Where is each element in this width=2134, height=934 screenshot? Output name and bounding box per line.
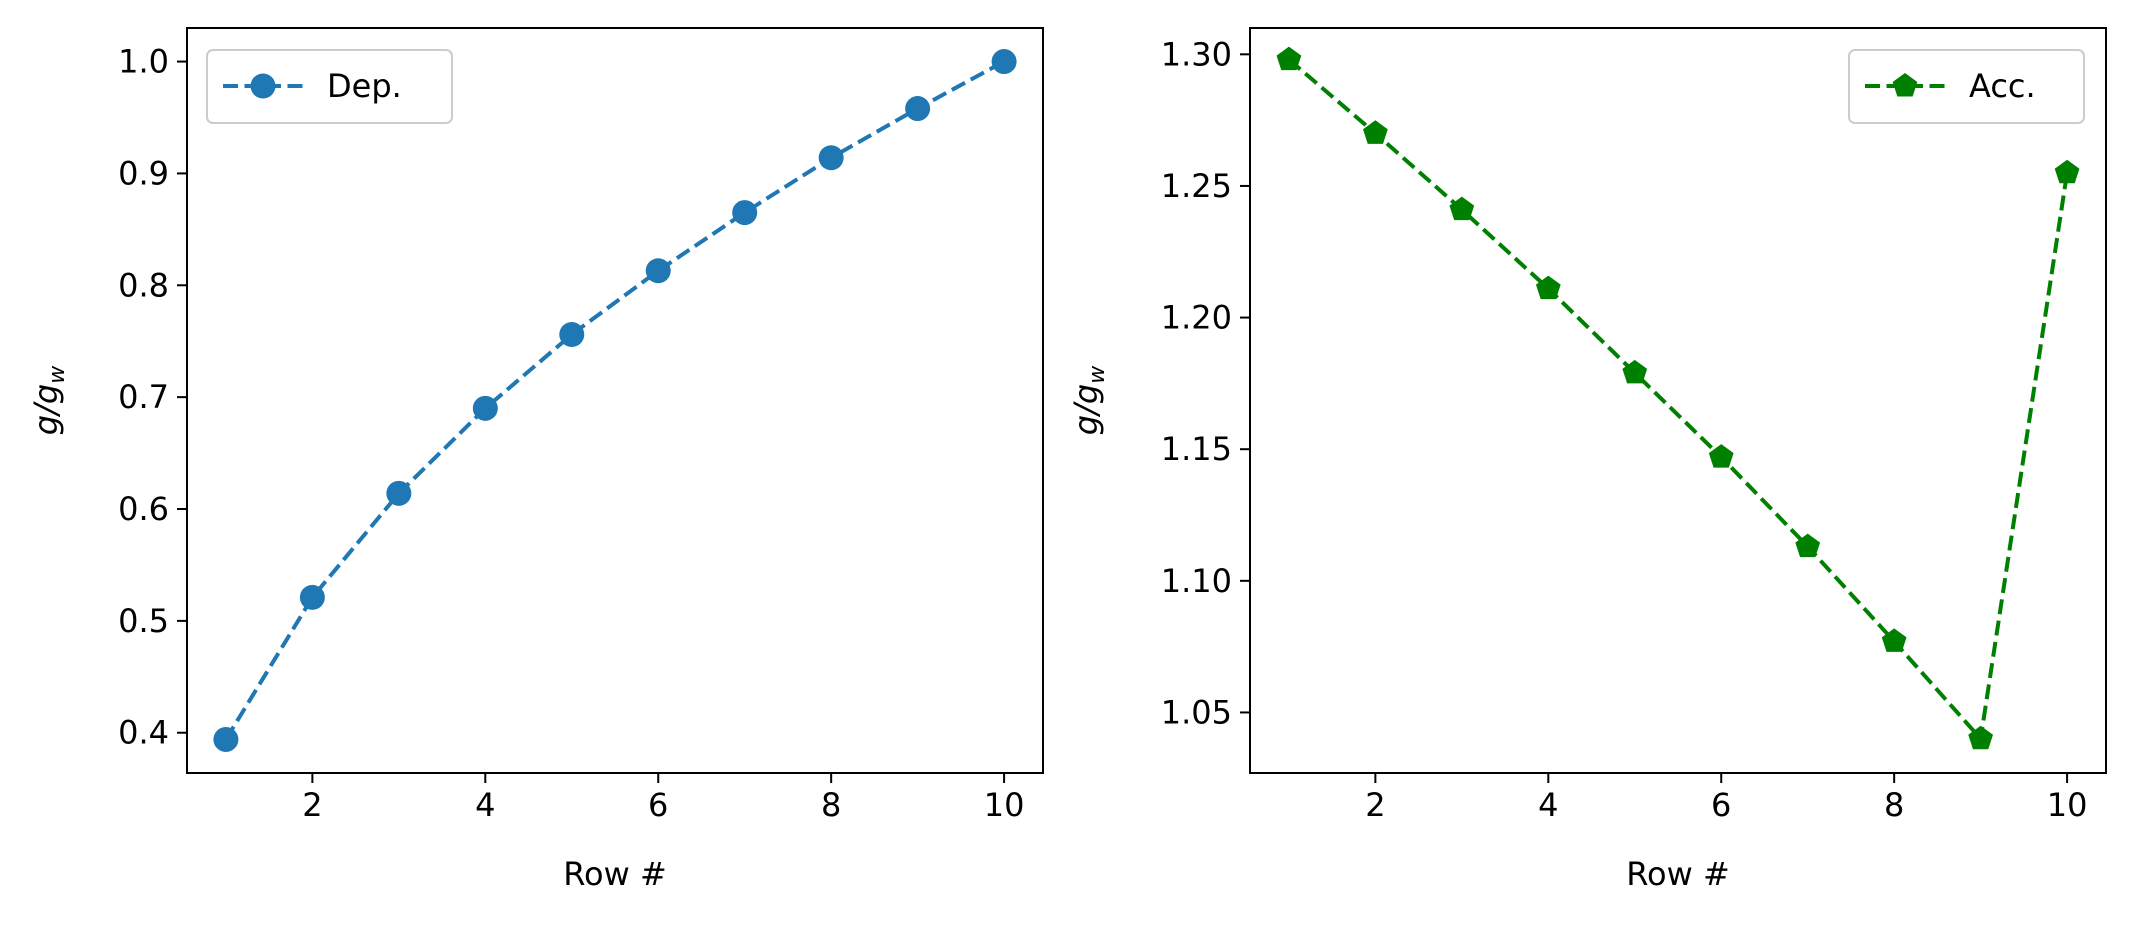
x-tick-label: 2: [302, 786, 322, 824]
x-tick-label: 8: [1884, 786, 1904, 824]
legend-box: [1848, 49, 2085, 124]
data-point: [472, 395, 498, 421]
chart-panel-1: 2 4 6 8 10 0.4 0.5 0.6 0.7 0.8 0.9 1.0 Row # g/gw Dep.: [27, 27, 1044, 893]
y-axis-label-main: g/g: [27, 384, 65, 435]
axes-frame: [186, 27, 1044, 774]
x-axis-label: Row #: [563, 855, 667, 893]
data-point: [732, 200, 758, 226]
data-point: [1968, 725, 1993, 750]
x-tick-label: 8: [821, 786, 841, 824]
x-tick-label: 4: [1538, 786, 1558, 824]
y-tick-label: 0.7: [118, 378, 169, 416]
legend: Acc.: [1848, 49, 2085, 124]
data-point: [299, 584, 325, 610]
data-point: [645, 258, 671, 284]
y-tick-label: 1.0: [118, 43, 169, 81]
chart-panel-2: 2 4 6 8 10 1.05 1.10 1.15 1.20 1.25 1.30 Row # g/gw A…: [1067, 27, 2107, 893]
series-acc: [1276, 46, 2080, 750]
y-tick-label: 0.9: [118, 154, 169, 192]
y-tick-label: 1.20: [1161, 299, 1232, 337]
data-point: [559, 322, 585, 348]
y-axis-label-subscript: w: [45, 365, 70, 384]
data-point: [2054, 159, 2080, 184]
data-point: [386, 480, 412, 506]
x-tick-label: 10: [984, 786, 1025, 824]
legend-box: [206, 49, 453, 124]
x-tick-label: 4: [475, 786, 495, 824]
axes-frame: [1249, 27, 2107, 774]
legend-marker: [1892, 73, 1918, 97]
y-tick-label: 1.25: [1161, 167, 1232, 205]
data-point: [1622, 359, 1648, 384]
y-tick-label: 0.5: [118, 602, 169, 640]
legend: Dep.: [206, 49, 453, 124]
x-axis: 2 4 6 8 10: [302, 773, 1024, 824]
data-point: [1881, 628, 1907, 652]
legend-label: Dep.: [327, 67, 402, 105]
data-point: [1363, 120, 1388, 144]
y-axis-label: g/gw: [1067, 365, 1110, 435]
y-tick-label: 1.30: [1161, 35, 1232, 73]
x-tick-label: 6: [648, 786, 668, 824]
y-tick-label: 1.10: [1161, 562, 1232, 600]
data-point: [1708, 444, 1734, 468]
x-tick-label: 2: [1365, 786, 1385, 824]
y-axis-label-main: g/g: [1067, 384, 1105, 435]
y-tick-label: 1.05: [1161, 693, 1232, 731]
series-dep: [213, 49, 1017, 752]
data-point: [818, 145, 844, 171]
x-tick-label: 10: [2047, 786, 2088, 824]
data-point: [991, 49, 1017, 75]
y-tick-label: 0.4: [118, 714, 169, 752]
x-axis-label: Row #: [1626, 855, 1730, 893]
legend-label: Acc.: [1969, 67, 2036, 105]
data-point: [1795, 533, 1821, 558]
x-tick-label: 6: [1711, 786, 1731, 824]
y-tick-label: 1.15: [1161, 430, 1232, 468]
data-point: [1449, 196, 1475, 221]
data-point: [1276, 46, 1302, 71]
series-line: [224, 59, 1006, 741]
y-axis: 0.4 0.5 0.6 0.7 0.8 0.9 1.0: [118, 43, 187, 752]
data-point: [905, 96, 931, 122]
data-point: [213, 726, 239, 752]
y-tick-label: 0.6: [118, 490, 169, 528]
data-point: [1535, 275, 1561, 300]
series-line: [1287, 58, 2070, 744]
y-tick-label: 0.8: [118, 266, 169, 304]
y-axis-label-subscript: w: [1085, 365, 1110, 384]
legend-marker: [250, 73, 276, 99]
x-axis: 2 4 6 8 10: [1365, 773, 2087, 824]
y-axis: 1.05 1.10 1.15 1.20 1.25 1.30: [1161, 35, 1250, 731]
y-axis-label: g/gw: [27, 365, 70, 435]
